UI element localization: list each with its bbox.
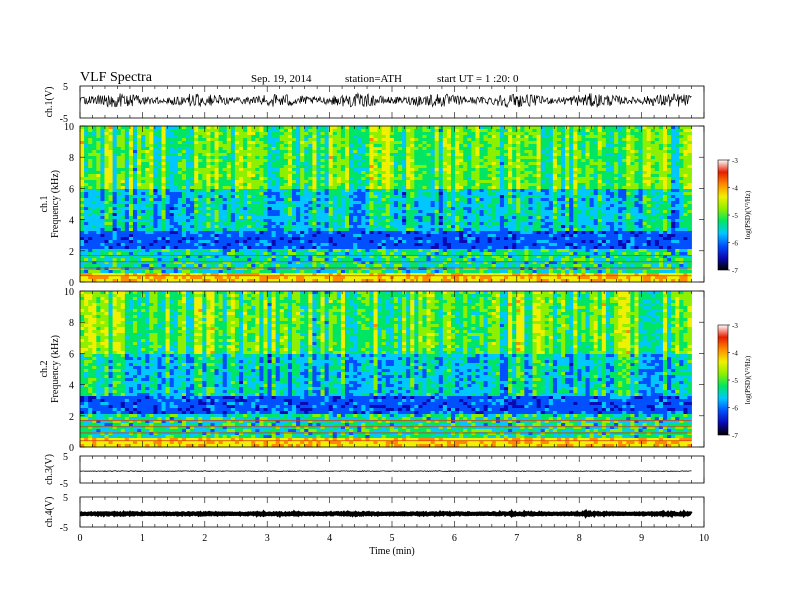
y-tick-label: 10 (64, 122, 74, 133)
frequency-axis-label: Frequency (kHz) (50, 170, 61, 238)
start-time-label: start UT = 1 :20: 0 (437, 73, 519, 85)
waveform-line-0 (79, 92, 692, 108)
x-tick-label: 8 (577, 533, 582, 544)
colorbar (717, 159, 729, 271)
y-tick-label: 6 (69, 184, 74, 195)
x-tick-label: 3 (265, 533, 270, 544)
y-tick-label: -5 (60, 523, 68, 534)
spectrogram-1 (80, 126, 692, 283)
x-tick-label: 5 (390, 533, 395, 544)
spectrogram-2 (80, 291, 692, 448)
station-label: station=ATH (345, 73, 402, 85)
y-tick-label: 2 (69, 412, 74, 423)
colorbar-tick-label: -6 (732, 240, 738, 248)
panel-channel-label: ch.2 (39, 361, 50, 378)
y-tick-label: 8 (69, 318, 74, 329)
x-tick-label: 7 (514, 533, 519, 544)
colorbar-tick-label: -7 (732, 267, 738, 275)
colorbar-tick-label: -4 (732, 185, 738, 193)
y-tick-label: 0 (69, 443, 74, 454)
channel-axis-label: ch.3(V) (44, 454, 55, 485)
x-tick-label: 10 (699, 533, 709, 544)
panel-channel-label: ch.1 (39, 196, 50, 213)
x-axis-title: Time (min) (369, 546, 414, 557)
colorbar (717, 324, 729, 436)
y-tick-label: 5 (63, 452, 68, 463)
y-tick-label: 2 (69, 247, 74, 258)
colorbar-tick-label: -5 (732, 212, 738, 220)
waveform-line-3 (79, 470, 692, 473)
y-tick-label: 6 (69, 349, 74, 360)
figure-title: VLF Spectra (80, 70, 152, 85)
y-tick-label: 0 (69, 278, 74, 289)
colorbar-tick-label: -3 (732, 322, 738, 330)
x-tick-label: 2 (202, 533, 207, 544)
y-tick-label: -5 (60, 479, 68, 490)
y-tick-label: 5 (63, 493, 68, 504)
observation-date: Sep. 19, 2014 (251, 73, 312, 85)
x-tick-label: 6 (452, 533, 457, 544)
x-tick-label: 1 (140, 533, 145, 544)
colorbar-tick-label: -3 (732, 157, 738, 165)
y-tick-label: 8 (69, 153, 74, 164)
colorbar-tick-label: -7 (732, 432, 738, 440)
channel-axis-label: ch.4(V) (44, 497, 55, 528)
frequency-axis-label: Frequency (kHz) (50, 335, 61, 403)
x-tick-label: 4 (327, 533, 332, 544)
colorbar-tick-label: -6 (732, 405, 738, 413)
colorbar-label: log(PSD)(V²/Hz) (744, 355, 752, 404)
y-tick-label: 10 (64, 287, 74, 298)
y-tick-label: 4 (69, 381, 74, 392)
colorbar-tick-label: -5 (732, 377, 738, 385)
colorbar-label: log(PSD)(V²/Hz) (744, 190, 752, 239)
y-tick-label: 5 (63, 82, 68, 93)
y-tick-label: 4 (69, 216, 74, 227)
channel-axis-label: ch.1(V) (44, 87, 55, 118)
waveform-line-4 (79, 508, 693, 519)
x-tick-label: 0 (78, 533, 83, 544)
colorbar-tick-label: -4 (732, 350, 738, 358)
y-tick-label: -5 (60, 114, 68, 125)
x-tick-label: 9 (639, 533, 644, 544)
